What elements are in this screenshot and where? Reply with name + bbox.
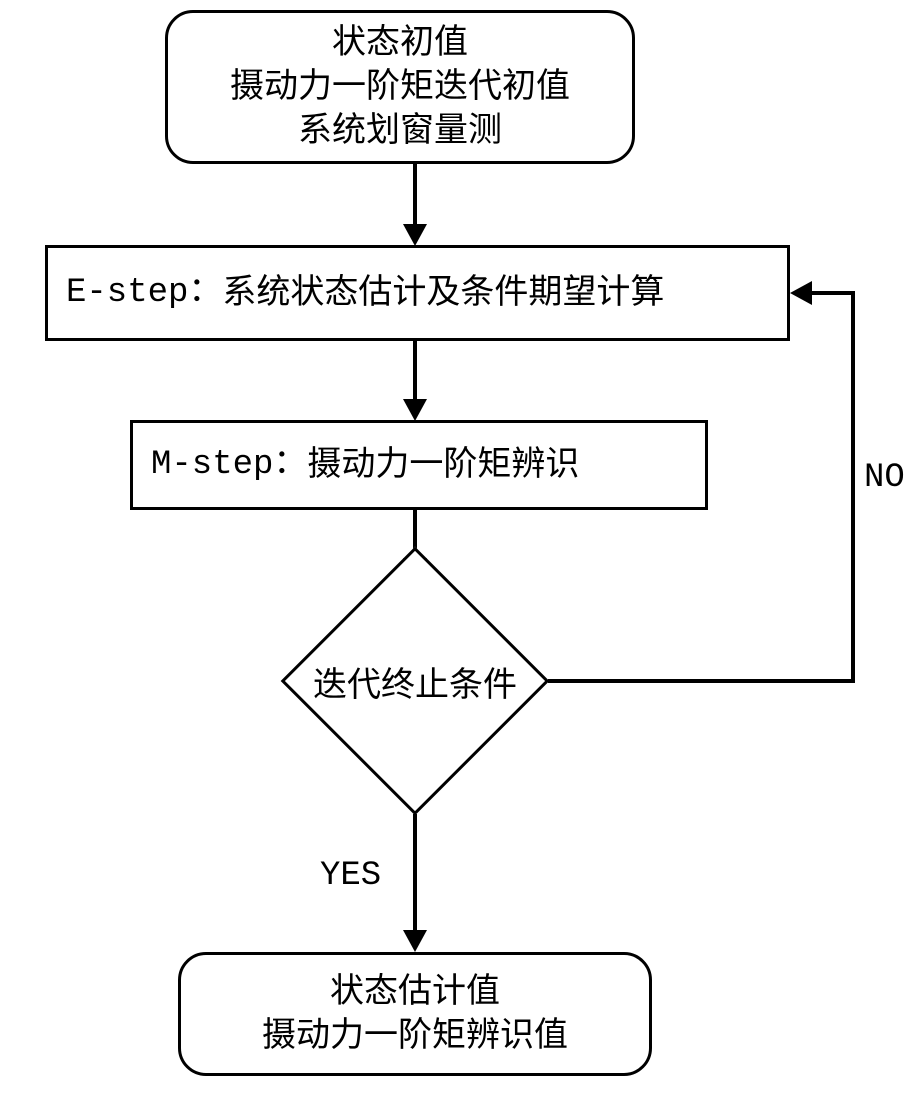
yes-label: YES [318,855,383,897]
mstep-text: 摄动力一阶矩辨识 [307,443,579,487]
estep-text: 系统状态估计及条件期望计算 [222,271,664,315]
decision-text: 迭代终止条件 [320,586,510,776]
estep-prefix: E-step： [66,271,222,315]
yes-line [413,814,417,932]
arrowhead-no [790,281,812,305]
arrowhead-start-estep [403,224,427,246]
no-line-h1 [548,679,855,683]
end-node: 状态估计值 摄动力一阶矩辨识值 [178,952,652,1076]
mstep-prefix: M-step： [151,443,307,487]
arrowhead-yes [403,930,427,952]
end-line2: 摄动力一阶矩辨识值 [262,1014,568,1058]
start-line3: 系统划窗量测 [298,109,502,153]
end-line1: 状态估计值 [330,970,500,1014]
start-line2: 摄动力一阶矩迭代初值 [230,65,570,109]
start-line1: 状态初值 [332,21,468,65]
mstep-node: M-step： 摄动力一阶矩辨识 [130,420,708,510]
no-line-h2 [810,291,855,295]
arrow-estep-mstep [413,341,417,401]
decision-node: 迭代终止条件 [320,586,510,776]
no-label: NO [862,457,907,499]
arrowhead-estep-mstep [403,399,427,421]
estep-node: E-step： 系统状态估计及条件期望计算 [45,245,790,341]
start-node: 状态初值 摄动力一阶矩迭代初值 系统划窗量测 [165,10,635,164]
arrow-start-estep [413,164,417,226]
no-line-v [851,293,855,683]
